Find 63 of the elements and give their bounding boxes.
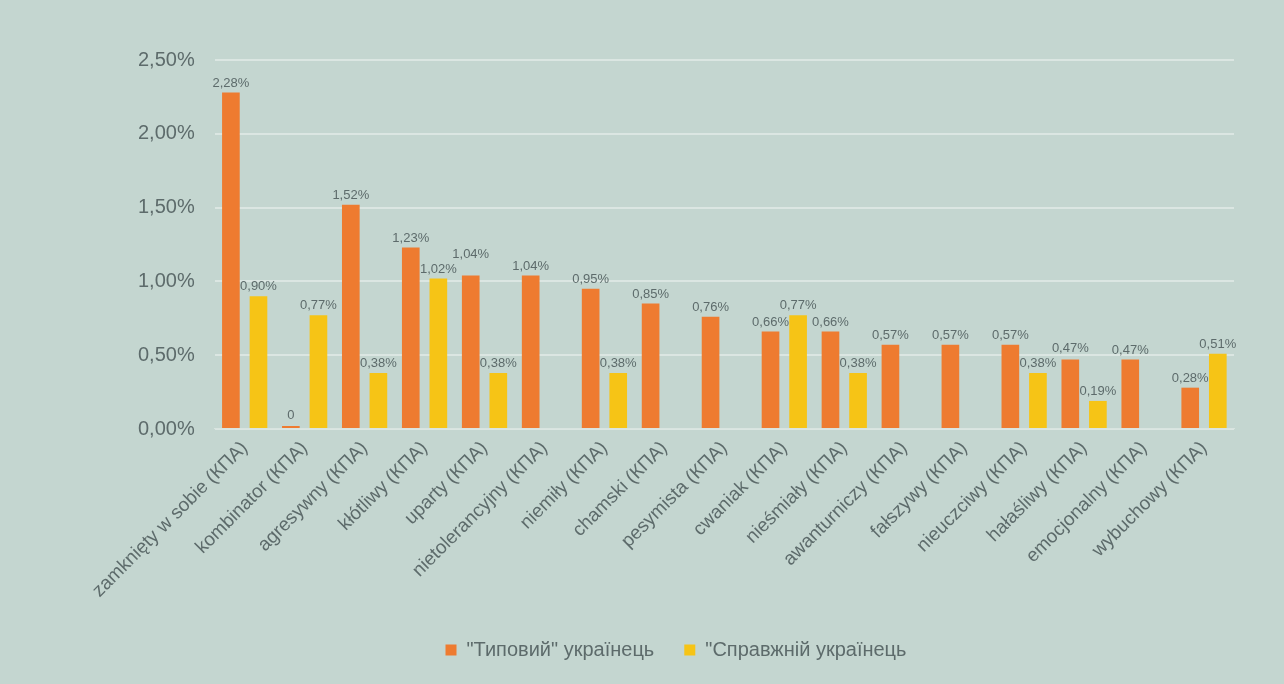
data-label: 0,57%	[991, 326, 1030, 342]
data-label: 0,38%	[1019, 354, 1057, 370]
bar	[521, 275, 540, 428]
data-label: 1,04%	[512, 257, 550, 273]
bar	[461, 275, 480, 428]
data-label: 2,28%	[212, 74, 250, 90]
data-label: 0,66%	[812, 313, 850, 329]
bar	[1089, 400, 1107, 428]
data-label: 0,57%	[872, 326, 910, 342]
data-label: 0,95%	[572, 270, 610, 286]
data-label: 0	[287, 407, 295, 423]
bar	[309, 315, 328, 428]
bar	[761, 331, 780, 428]
legend-label: "Типовий" українець	[466, 637, 655, 660]
bar	[881, 344, 900, 428]
data-label: 0,51%	[1199, 335, 1237, 351]
legend-label: "Справжній українець	[705, 637, 907, 660]
bar	[1121, 359, 1140, 428]
data-label: 0,77%	[779, 297, 817, 313]
data-label: 1,23%	[392, 229, 430, 245]
bar	[701, 316, 720, 428]
bar	[1061, 359, 1080, 428]
data-label: 0,90%	[240, 278, 278, 294]
data-label: 0,38%	[359, 354, 398, 370]
bar	[789, 315, 807, 428]
bar	[1001, 344, 1020, 428]
bar	[821, 331, 840, 428]
bar	[401, 247, 420, 428]
data-label: 1,04%	[452, 245, 490, 261]
y-tick-label: 2,00%	[137, 121, 195, 144]
data-label: 0,57%	[931, 326, 970, 342]
data-label: 0,38%	[599, 354, 638, 370]
bar	[1208, 353, 1227, 428]
data-label: 0,76%	[692, 298, 730, 314]
bar	[369, 372, 388, 428]
data-label: 0,66%	[752, 313, 790, 329]
y-tick-label: 1,50%	[137, 195, 195, 218]
y-tick-label: 1,00%	[137, 268, 195, 291]
data-label: 0,47%	[1111, 341, 1150, 357]
bar	[641, 303, 660, 428]
bar	[249, 296, 268, 428]
data-label: 0,47%	[1051, 339, 1090, 355]
bar	[609, 372, 628, 428]
data-label: 0,77%	[300, 297, 338, 313]
data-label: 0,38%	[479, 354, 518, 370]
data-label: 1,02%	[419, 260, 458, 276]
bar	[581, 288, 600, 428]
bar	[1181, 387, 1200, 428]
data-label: 0,38%	[839, 354, 877, 370]
bar	[489, 372, 508, 428]
bar	[341, 204, 360, 428]
bar	[849, 372, 867, 428]
data-label: 0,19%	[1079, 383, 1117, 399]
bar	[222, 92, 240, 428]
bar	[941, 344, 960, 428]
y-tick-label: 2,50%	[137, 47, 195, 70]
bar	[429, 278, 448, 428]
data-label: 0,28%	[1171, 369, 1210, 385]
data-label: 1,52%	[332, 186, 370, 202]
bar	[1029, 372, 1047, 428]
y-tick-label: 0,50%	[137, 342, 195, 365]
data-label: 0,85%	[632, 285, 670, 301]
y-tick-label: 0,00%	[137, 416, 195, 439]
